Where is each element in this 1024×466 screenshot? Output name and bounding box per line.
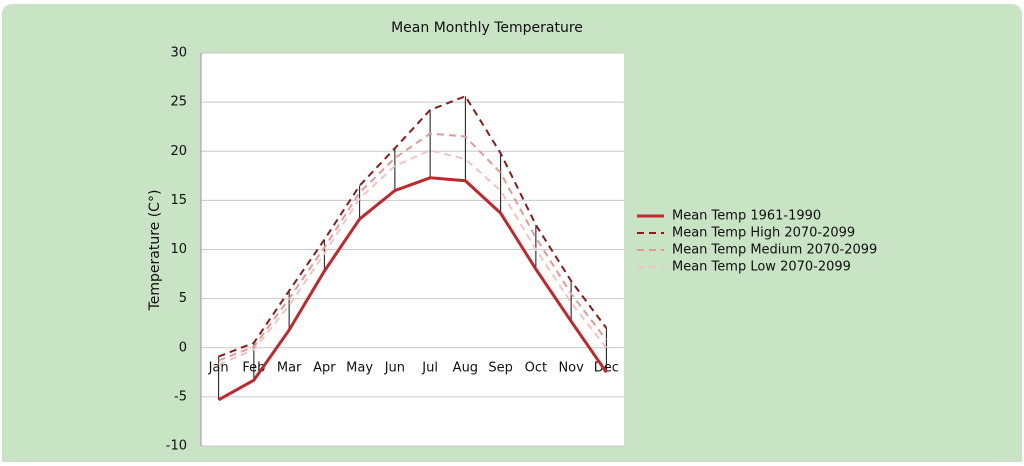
legend-label: Mean Temp Low 2070-2099: [672, 260, 851, 275]
x-tick-label: Oct: [525, 360, 547, 375]
y-tick-label: -5: [174, 389, 187, 404]
series-line: [218, 149, 608, 366]
x-tick-label: Mar: [277, 360, 302, 375]
x-tick-label: Jun: [384, 360, 405, 375]
y-tick-label: 10: [170, 242, 187, 257]
y-tick-label: 30: [170, 46, 187, 61]
y-tick-label: 0: [179, 340, 187, 355]
y-tick-label: 5: [179, 291, 187, 306]
y-tick-label: 15: [170, 193, 187, 208]
y-tick-label: 20: [170, 144, 187, 159]
y-tick-label: 25: [170, 95, 187, 110]
y-tick-label: -10: [166, 439, 187, 454]
chart-title: Mean Monthly Temperature: [391, 20, 583, 36]
x-tick-label: Jul: [421, 360, 438, 375]
legend-label: Mean Temp 1961-1990: [672, 209, 821, 224]
series-line: [218, 132, 608, 362]
x-tick-label: Aug: [453, 360, 478, 375]
legend-label: Mean Temp Medium 2070-2099: [672, 243, 877, 258]
x-tick-label: Sep: [488, 360, 513, 375]
x-tick-label: Apr: [313, 360, 336, 375]
x-tick-label: Nov: [558, 360, 584, 375]
legend-label: Mean Temp High 2070-2099: [672, 226, 855, 241]
x-tick-label: May: [346, 360, 373, 375]
series-line: [218, 94, 608, 358]
series-line: [217, 176, 608, 402]
y-axis-label: Temperature (C°): [147, 190, 163, 312]
